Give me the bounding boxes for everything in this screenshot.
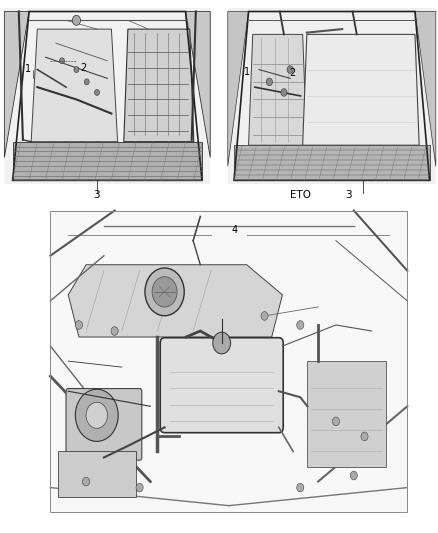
- Circle shape: [74, 67, 79, 72]
- Polygon shape: [228, 12, 249, 166]
- Text: 4: 4: [231, 225, 237, 235]
- Circle shape: [297, 321, 304, 329]
- Bar: [228, 8, 436, 184]
- FancyBboxPatch shape: [66, 389, 142, 460]
- Circle shape: [84, 79, 89, 85]
- Circle shape: [86, 402, 107, 429]
- Bar: [234, 145, 430, 180]
- Bar: [57, 451, 136, 497]
- Text: ETO: ETO: [290, 190, 311, 199]
- Circle shape: [213, 332, 231, 354]
- Circle shape: [95, 90, 99, 95]
- Circle shape: [297, 483, 304, 492]
- Circle shape: [281, 88, 287, 96]
- FancyBboxPatch shape: [160, 338, 283, 433]
- Bar: [4, 8, 210, 184]
- Circle shape: [75, 389, 118, 441]
- Circle shape: [350, 471, 357, 480]
- Polygon shape: [249, 34, 307, 145]
- Bar: [50, 211, 407, 512]
- Circle shape: [266, 78, 272, 86]
- Text: 1: 1: [244, 67, 250, 77]
- Text: 3: 3: [93, 190, 100, 199]
- Circle shape: [261, 312, 268, 320]
- Circle shape: [287, 66, 293, 74]
- Circle shape: [332, 417, 339, 426]
- Polygon shape: [68, 265, 283, 337]
- Circle shape: [111, 327, 118, 335]
- Bar: [307, 361, 386, 466]
- Polygon shape: [31, 29, 117, 142]
- Circle shape: [136, 483, 143, 492]
- Bar: [50, 211, 407, 512]
- Circle shape: [361, 432, 368, 441]
- Bar: [13, 142, 202, 180]
- Polygon shape: [415, 12, 436, 166]
- Text: 3: 3: [345, 190, 352, 199]
- Polygon shape: [4, 12, 29, 158]
- Text: 2: 2: [80, 63, 86, 73]
- Text: 2: 2: [290, 68, 296, 78]
- Text: 1: 1: [25, 64, 32, 74]
- Polygon shape: [186, 12, 210, 158]
- Circle shape: [60, 58, 64, 64]
- Circle shape: [82, 477, 90, 486]
- Circle shape: [152, 277, 177, 307]
- Polygon shape: [303, 34, 419, 145]
- Circle shape: [72, 15, 81, 26]
- Polygon shape: [124, 29, 194, 142]
- Circle shape: [75, 321, 82, 329]
- Circle shape: [145, 268, 184, 316]
